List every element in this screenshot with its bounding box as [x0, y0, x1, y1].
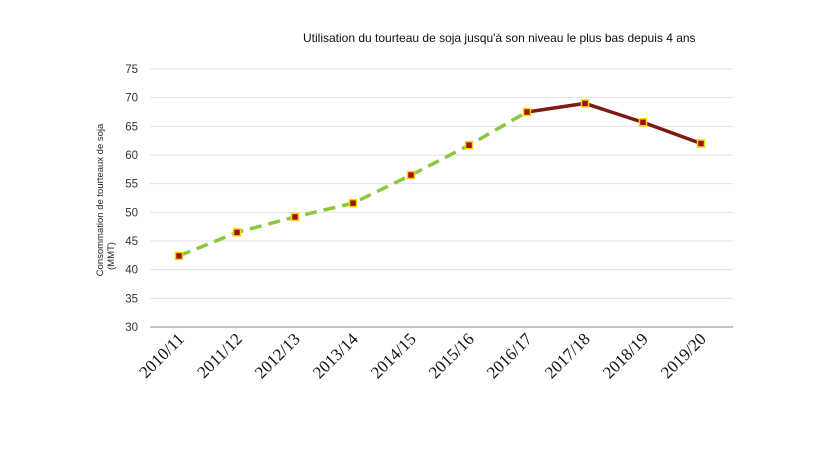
gridlines	[150, 68, 733, 299]
y-tick-label: 35	[125, 293, 138, 305]
x-tick-labels: 2010/11 2011/12 2012/13 2013/14 2014/15 2015/…	[135, 329, 709, 382]
y-tick-label: 75	[125, 64, 138, 76]
data-point	[174, 251, 184, 261]
x-tick-label: 2017/18	[541, 329, 594, 382]
data-point	[638, 118, 648, 127]
y-tick-label: 40	[125, 265, 138, 277]
y-tick-label: 45	[125, 236, 138, 248]
data-point	[580, 99, 590, 108]
data-point	[406, 170, 416, 180]
data-point	[522, 107, 532, 117]
x-tick-label: 2014/15	[367, 329, 420, 382]
y-tick-label: 30	[125, 322, 138, 334]
series-line-2	[526, 101, 702, 146]
y-tick-label: 60	[125, 150, 138, 162]
y-tick-label: 70	[125, 93, 138, 105]
data-point	[348, 198, 358, 208]
data-point	[464, 141, 474, 150]
x-tick-label: 2018/19	[599, 329, 652, 382]
y-axis-label-line1: Consommation de tourteaux de soja	[95, 123, 106, 276]
x-tick-label: 2015/16	[425, 329, 478, 382]
x-tick-label: 2019/20	[657, 329, 710, 382]
x-tick-label: 2013/14	[309, 329, 362, 382]
y-tick-label: 55	[125, 179, 138, 191]
y-axis-label-line2: (MMT)	[106, 242, 117, 270]
data-point	[232, 228, 242, 237]
x-tick-label: 2012/13	[251, 329, 304, 382]
y-tick-label: 50	[125, 207, 138, 219]
x-tick-label: 2010/11	[135, 329, 187, 381]
chart-title: Utilisation du tourteau de soja jusqu'à …	[303, 31, 696, 45]
y-tick-labels: 30 35 40 45 50 55 60 65 70 75	[125, 64, 138, 334]
x-tick-label: 2011/12	[193, 329, 245, 381]
data-markers	[174, 99, 706, 261]
y-tick-label: 65	[125, 121, 138, 133]
data-point	[290, 212, 300, 222]
x-tick-label: 2016/17	[483, 329, 536, 382]
data-point	[696, 139, 706, 148]
